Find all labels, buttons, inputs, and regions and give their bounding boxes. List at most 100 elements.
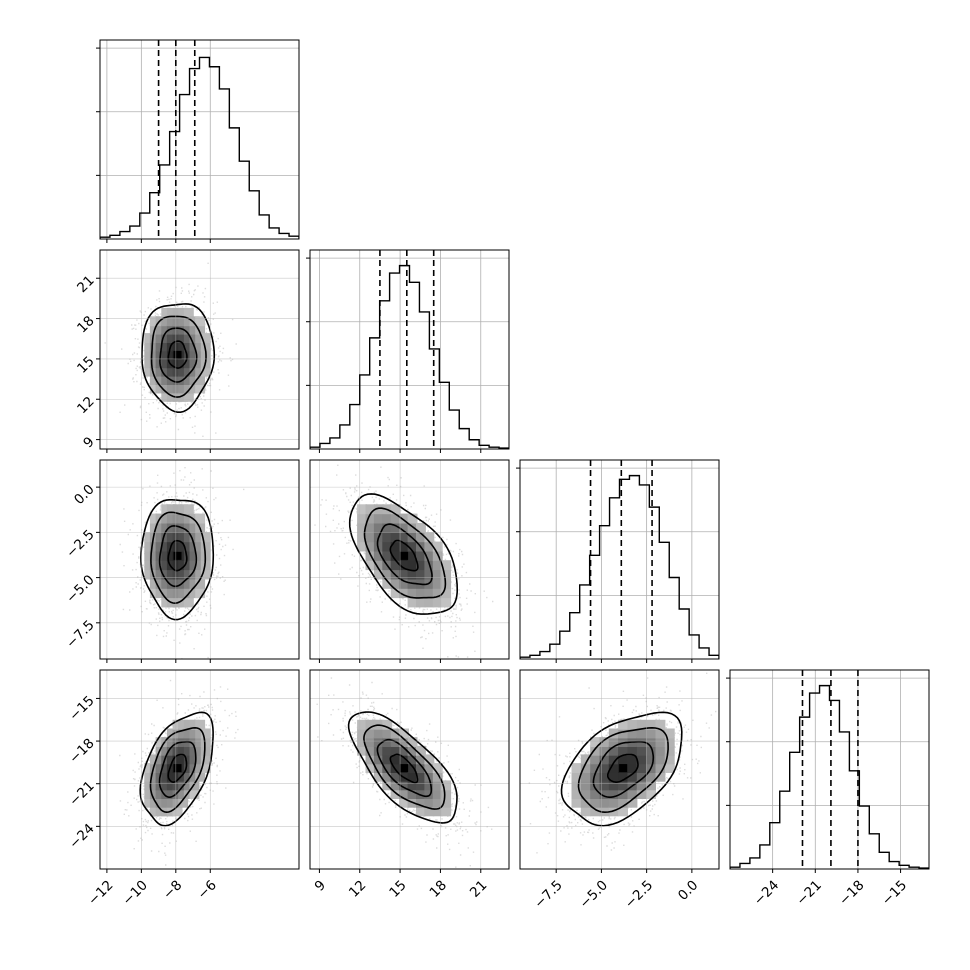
density-cell xyxy=(172,745,183,756)
y-tick-label: −2.5 xyxy=(63,527,97,561)
density-cell xyxy=(178,560,189,571)
density-cell xyxy=(195,719,206,730)
density-cell xyxy=(149,358,160,369)
density-cell xyxy=(580,806,591,817)
density-cell xyxy=(183,307,194,318)
density-cell xyxy=(200,754,211,765)
density-cell xyxy=(407,588,418,599)
histogram-steps xyxy=(100,56,299,239)
contour-line xyxy=(376,523,433,586)
density-cell xyxy=(200,366,211,377)
density-cell xyxy=(189,358,200,369)
density-cell xyxy=(382,532,393,543)
density-cell xyxy=(399,560,409,571)
density-cell xyxy=(178,366,189,377)
density-cell xyxy=(373,550,384,561)
panel-content xyxy=(310,460,509,659)
density-cell xyxy=(166,316,177,327)
density-cell xyxy=(195,532,206,543)
density-cell xyxy=(590,797,601,808)
contour-line xyxy=(560,711,683,827)
density-cell xyxy=(189,366,200,377)
density-cell xyxy=(390,550,401,561)
density-cell xyxy=(608,780,619,791)
density-cell xyxy=(608,737,619,747)
panel-frame xyxy=(99,459,300,660)
density-cell xyxy=(373,504,384,515)
panel-frame xyxy=(519,669,720,870)
x-tick-label: −8 xyxy=(160,877,185,902)
density-cell xyxy=(183,341,194,352)
density-cell xyxy=(178,588,189,599)
density-cell xyxy=(166,358,177,369)
density-cell xyxy=(189,569,200,580)
density-cell xyxy=(390,578,401,589)
density-cell xyxy=(155,324,166,335)
density-cell xyxy=(161,597,172,608)
density-cell xyxy=(155,789,166,799)
density-cell xyxy=(189,780,200,791)
scatter-panel-2-3: −7.5 −5.0 −2.5 0.0 xyxy=(519,669,720,912)
density-cell xyxy=(161,578,172,589)
y-tick-label: 9 xyxy=(80,434,97,451)
density-cell xyxy=(195,341,206,352)
density-cell xyxy=(407,780,418,791)
peak-marker xyxy=(173,764,182,773)
density-cell xyxy=(373,560,384,571)
contour-line xyxy=(348,493,458,615)
density-cell xyxy=(655,737,666,747)
density-cell xyxy=(183,597,194,608)
density-cell xyxy=(189,578,200,589)
density-cell xyxy=(664,728,675,739)
density-cell xyxy=(416,806,426,817)
density-cell xyxy=(183,789,194,799)
density-cell xyxy=(200,737,211,747)
density-cell xyxy=(161,307,172,318)
density-cell xyxy=(144,358,155,369)
histogram-steps xyxy=(730,684,929,869)
density-cell xyxy=(172,513,183,524)
density-cell xyxy=(189,513,200,524)
density-cell xyxy=(608,789,619,799)
y-tick-label: −15 xyxy=(66,693,97,724)
density-cell xyxy=(195,728,206,739)
density-cell xyxy=(178,513,189,524)
density-cell xyxy=(172,719,183,730)
x-tick-label: −21 xyxy=(793,877,824,908)
density-cell xyxy=(172,780,183,791)
density-cell xyxy=(161,745,172,756)
density-cell xyxy=(161,541,172,552)
density-cell xyxy=(166,504,177,515)
density-cell xyxy=(172,366,183,377)
density-cell xyxy=(636,763,647,773)
density-cell xyxy=(390,771,401,782)
density-cell xyxy=(161,522,172,533)
panel-frame xyxy=(99,669,300,870)
density-cell xyxy=(178,745,189,756)
density-cell xyxy=(432,597,443,608)
density-cell xyxy=(373,771,384,782)
density-cell xyxy=(357,504,367,515)
density-cell xyxy=(200,728,211,739)
density-cell xyxy=(144,532,155,543)
density-cell xyxy=(407,541,418,552)
density-cell xyxy=(599,780,610,791)
density-cell xyxy=(382,550,393,561)
density-cell xyxy=(580,771,591,782)
density-cell xyxy=(149,366,160,377)
density-cell xyxy=(399,797,409,808)
density-cell xyxy=(183,366,194,377)
density-cell xyxy=(441,780,452,791)
density-cell xyxy=(161,569,172,580)
density-cell xyxy=(424,569,435,580)
x-tick-label: 21 xyxy=(467,877,490,900)
density-cell xyxy=(200,532,211,543)
density-cell xyxy=(664,737,675,747)
density-cell xyxy=(407,789,418,799)
density-cell xyxy=(373,522,384,533)
density-cell xyxy=(166,588,177,599)
density-cell xyxy=(636,771,647,782)
density-cell xyxy=(599,806,610,817)
density-cell xyxy=(399,745,409,756)
density-cell xyxy=(144,349,155,360)
